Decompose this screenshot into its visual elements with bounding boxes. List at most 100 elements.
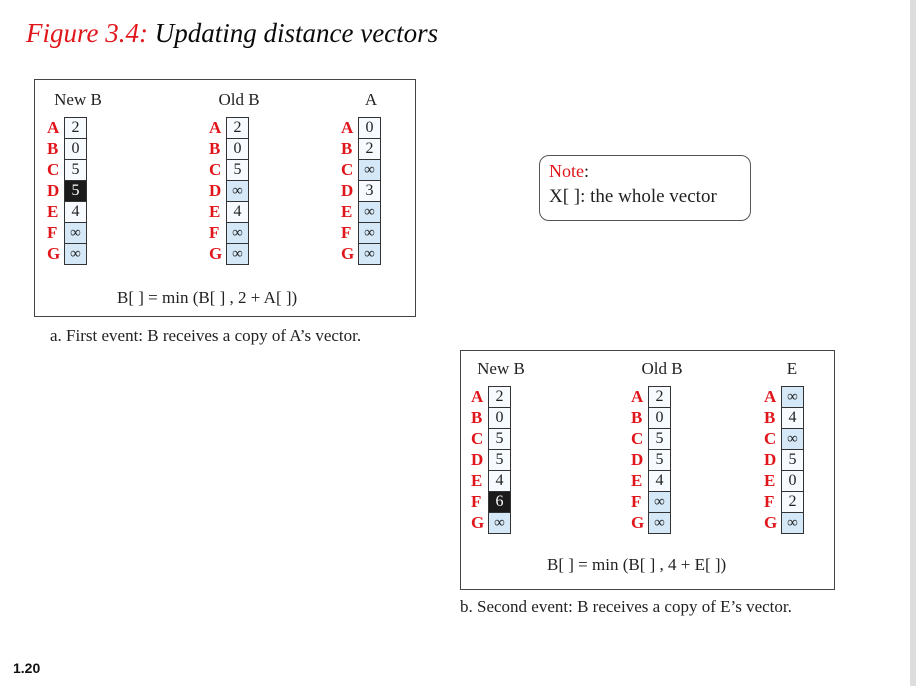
node-label: G [471, 513, 485, 532]
node-label: E [209, 202, 221, 221]
caption-second-event: b. Second event: B receives a copy of E’… [460, 597, 792, 616]
node-label: G [47, 244, 61, 263]
figure-label: Figure 3.4: [26, 18, 148, 48]
distance-cell: ∞ [358, 243, 381, 265]
distance-cell: 5 [488, 428, 511, 449]
note-text: X[ ]: the whole vector [549, 186, 717, 207]
distance-cell: ∞ [781, 428, 804, 449]
node-label: C [631, 429, 644, 448]
node-label: B [341, 139, 353, 158]
slide-number: 1.20 [13, 660, 41, 676]
heading-old-b: Old B [218, 90, 260, 109]
distance-cell: ∞ [648, 491, 671, 512]
heading-new-b: New B [477, 359, 525, 378]
distance-cell: 5 [226, 159, 249, 180]
slide-edge [910, 0, 916, 686]
distance-cell: 5 [648, 428, 671, 449]
node-label: F [764, 492, 775, 511]
figure-title: Updating distance vectors [154, 18, 439, 48]
node-label: C [471, 429, 484, 448]
heading-e: E [786, 359, 798, 378]
node-label: A [209, 118, 222, 137]
node-label: F [631, 492, 642, 511]
node-label: C [764, 429, 777, 448]
heading-a: A [364, 90, 378, 109]
node-label: D [631, 450, 644, 469]
node-label: D [764, 450, 777, 469]
panel-first-event: New B Old B A A 2 B 0 C 5 D 5 E 4 F ∞ G ∞ A 2 B 0 C 5 D ∞ E 4 F… [34, 79, 416, 317]
node-label: C [341, 160, 354, 179]
distance-cell: ∞ [226, 180, 249, 201]
note-title: Note: [549, 159, 741, 184]
distance-cell: ∞ [358, 222, 381, 243]
node-label: G [341, 244, 355, 263]
node-label: C [47, 160, 60, 179]
note-box: Note: X[ ]: the whole vector [539, 155, 751, 221]
distance-cell: ∞ [781, 512, 804, 534]
distance-cell: 0 [64, 138, 87, 159]
node-label: A [47, 118, 60, 137]
distance-cell: ∞ [488, 512, 511, 534]
distance-cell: 5 [64, 159, 87, 180]
distance-cell: 0 [358, 117, 381, 138]
node-label: B [764, 408, 776, 427]
distance-cell: 0 [226, 138, 249, 159]
distance-cell: 2 [358, 138, 381, 159]
distance-cell: 4 [226, 201, 249, 222]
distance-cell: 2 [648, 386, 671, 407]
distance-cell: ∞ [64, 243, 87, 265]
distance-cell: ∞ [781, 386, 804, 407]
distance-cell: ∞ [648, 512, 671, 534]
updated-distance-cell: 5 [64, 180, 87, 201]
node-label: A [631, 387, 644, 406]
distance-cell: ∞ [64, 222, 87, 243]
node-label: D [341, 181, 354, 200]
distance-cell: 3 [358, 180, 381, 201]
distance-cell: 5 [488, 449, 511, 470]
distance-cell: ∞ [358, 159, 381, 180]
caption-first-event: a. First event: B receives a copy of A’s… [50, 326, 362, 345]
slide-title: Figure 3.4: Updating distance vectors [26, 18, 438, 49]
node-label: D [471, 450, 484, 469]
distance-cell: 4 [648, 470, 671, 491]
distance-cell: 4 [781, 407, 804, 428]
note-title-text: Note [549, 161, 584, 181]
distance-cell: ∞ [358, 201, 381, 222]
heading-old-b: Old B [641, 359, 683, 378]
distance-cell: 2 [226, 117, 249, 138]
node-label: E [631, 471, 643, 490]
node-label: B [209, 139, 221, 158]
node-label: C [209, 160, 222, 179]
distance-cell: 2 [781, 491, 804, 512]
node-label: E [471, 471, 483, 490]
node-label: E [341, 202, 353, 221]
update-formula: B[ ] = min (B[ ] , 2 + A[ ]) [117, 288, 298, 307]
distance-cell: ∞ [226, 243, 249, 265]
node-label: A [471, 387, 484, 406]
node-label: A [341, 118, 354, 137]
node-label: F [471, 492, 482, 511]
node-label: E [47, 202, 59, 221]
distance-cell: 2 [64, 117, 87, 138]
note-title-colon: : [584, 161, 590, 181]
distance-cell: 0 [648, 407, 671, 428]
distance-cell: 2 [488, 386, 511, 407]
node-label: E [764, 471, 776, 490]
node-label: B [471, 408, 483, 427]
node-label: D [209, 181, 222, 200]
distance-cell: 0 [781, 470, 804, 491]
heading-new-b: New B [54, 90, 102, 109]
update-formula: B[ ] = min (B[ ] , 4 + E[ ]) [547, 555, 727, 574]
distance-cell: ∞ [226, 222, 249, 243]
node-label: B [631, 408, 643, 427]
node-label: G [764, 513, 778, 532]
distance-cell: 4 [64, 201, 87, 222]
node-label: A [764, 387, 777, 406]
distance-cell: 0 [488, 407, 511, 428]
distance-cell: 5 [648, 449, 671, 470]
node-label: D [47, 181, 60, 200]
distance-cell: 5 [781, 449, 804, 470]
distance-cell: 4 [488, 470, 511, 491]
node-label: G [631, 513, 645, 532]
